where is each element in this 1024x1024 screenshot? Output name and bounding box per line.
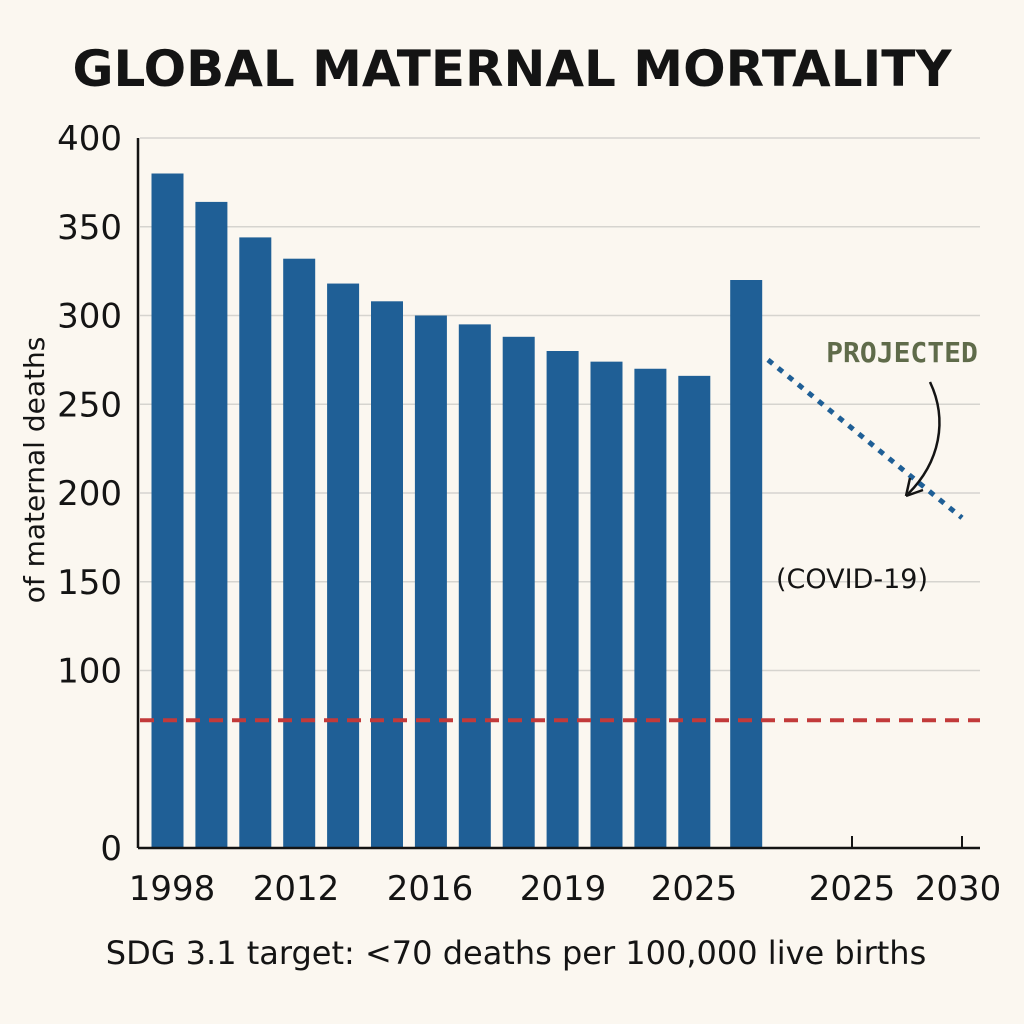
x-tick-labels: 1998 2012 2016 2019 2025 2025 2030 <box>129 836 1002 909</box>
bar <box>634 368 667 848</box>
y-tick-label: 0 <box>100 829 122 869</box>
y-tick-label: 100 <box>57 652 122 692</box>
bar <box>546 351 579 848</box>
x-tick-label: 2030 <box>915 869 1002 909</box>
bar <box>195 201 228 848</box>
y-tick-label: 250 <box>57 385 122 425</box>
bar <box>730 280 763 848</box>
bar <box>458 324 491 848</box>
chart-title: GLOBAL MATERNAL MORTALITY <box>72 40 952 98</box>
bar <box>414 315 447 848</box>
y-tick-label: 400 <box>57 119 122 159</box>
x-tick-label: 2025 <box>809 869 896 909</box>
y-axis-label: of maternal deaths <box>18 337 51 604</box>
y-tick-labels: 0 100 150 200 250 300 350 400 <box>57 119 122 869</box>
bars <box>151 173 763 848</box>
projection-line <box>766 357 964 520</box>
y-tick-label: 350 <box>57 208 122 248</box>
covid-annotation: (COVID-19) <box>776 564 928 595</box>
x-tick-label: 2019 <box>520 869 607 909</box>
projected-label: PROJECTED <box>826 336 978 369</box>
x-tick-label: 1998 <box>129 869 216 909</box>
bar <box>283 258 316 848</box>
projected-arrow-icon <box>907 381 941 495</box>
x-tick-label: 2016 <box>387 869 474 909</box>
bar <box>678 375 711 848</box>
bar <box>502 336 535 848</box>
y-tick-label: 150 <box>57 563 122 603</box>
y-tick-label: 300 <box>57 297 122 337</box>
bar <box>239 237 272 848</box>
bar <box>371 301 403 848</box>
x-tick-label: 2012 <box>253 869 340 909</box>
sdg-target-footnote: SDG 3.1 target: <70 deaths per 100,000 l… <box>106 934 926 972</box>
bar <box>327 283 360 848</box>
bar <box>151 173 184 848</box>
arrow-head-icon <box>904 477 924 498</box>
x-tick-label: 2025 <box>651 869 738 909</box>
bar <box>590 361 623 848</box>
y-tick-label: 200 <box>57 474 122 514</box>
